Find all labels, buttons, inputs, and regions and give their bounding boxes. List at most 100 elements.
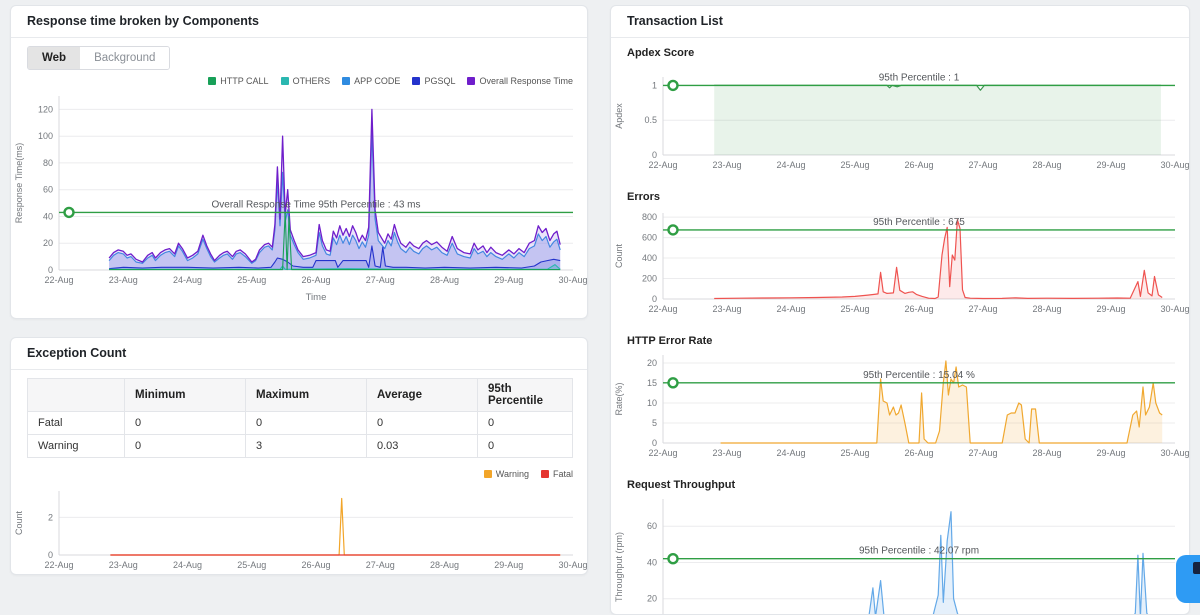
legend-item-others[interactable]: OTHERS	[280, 76, 331, 86]
legend-swatch	[342, 77, 351, 85]
legend-swatch	[412, 77, 421, 85]
chat-icon	[1193, 562, 1200, 574]
svg-text:28-Aug: 28-Aug	[1032, 160, 1061, 170]
svg-text:25-Aug: 25-Aug	[840, 448, 869, 458]
svg-text:10: 10	[647, 398, 657, 408]
floating-action-button[interactable]	[1176, 555, 1200, 603]
section-title-http-error-rate: HTTP Error Rate	[627, 335, 713, 347]
svg-text:24-Aug: 24-Aug	[173, 275, 202, 285]
response-time-chart: 0 20 40 60 80 100 120 22-Aug 23-Aug 24-Aug 25-Aug 2…	[11, 88, 587, 304]
svg-text:29-Aug: 29-Aug	[494, 275, 523, 285]
table-header-row: Minimum Maximum Average 95th Percentile	[27, 378, 573, 412]
svg-text:23-Aug: 23-Aug	[712, 160, 741, 170]
legend-item-pgsql[interactable]: PGSQL	[412, 76, 455, 86]
tab-web[interactable]: Web	[28, 47, 81, 69]
svg-text:40: 40	[43, 212, 53, 222]
panel-title-response: Response time broken by Components	[11, 6, 587, 38]
table-header-blank	[27, 378, 125, 412]
svg-text:100: 100	[38, 131, 53, 141]
svg-text:23-Aug: 23-Aug	[712, 304, 741, 314]
svg-text:23-Aug: 23-Aug	[109, 275, 138, 285]
svg-text:28-Aug: 28-Aug	[1032, 304, 1061, 314]
legend-item-fatal[interactable]: Fatal	[540, 469, 573, 479]
svg-text:20: 20	[647, 594, 657, 604]
svg-text:23-Aug: 23-Aug	[712, 448, 741, 458]
svg-text:27-Aug: 27-Aug	[968, 304, 997, 314]
legend-item-warning[interactable]: Warning	[483, 469, 529, 479]
row-label: Warning	[27, 434, 125, 458]
panel-title-transaction: Transaction List	[611, 6, 1189, 38]
svg-text:22-Aug: 22-Aug	[44, 560, 73, 570]
legend-swatch	[280, 77, 289, 85]
svg-text:20: 20	[647, 358, 657, 368]
svg-text:27-Aug: 27-Aug	[366, 560, 395, 570]
svg-text:2: 2	[48, 512, 53, 522]
legend-label: PGSQL	[424, 76, 456, 86]
svg-text:30-Aug: 30-Aug	[558, 275, 587, 285]
legend-swatch	[540, 470, 549, 478]
svg-text:24-Aug: 24-Aug	[173, 560, 202, 570]
svg-text:28-Aug: 28-Aug	[430, 275, 459, 285]
svg-text:0: 0	[652, 294, 657, 304]
svg-text:25-Aug: 25-Aug	[237, 560, 266, 570]
svg-text:Apdex: Apdex	[614, 103, 624, 129]
svg-text:1: 1	[652, 80, 657, 90]
svg-text:0: 0	[48, 265, 53, 275]
svg-text:26-Aug: 26-Aug	[301, 275, 330, 285]
table-header-maximum: Maximum	[245, 378, 367, 412]
svg-text:0.5: 0.5	[644, 115, 657, 125]
section-title-request-throughput: Request Throughput	[627, 479, 736, 491]
legend-swatch	[483, 470, 492, 478]
legend-swatch	[208, 77, 217, 85]
svg-text:0: 0	[652, 438, 657, 448]
svg-text:22-Aug: 22-Aug	[648, 160, 677, 170]
svg-text:120: 120	[38, 104, 53, 114]
svg-text:29-Aug: 29-Aug	[1096, 448, 1125, 458]
svg-text:24-Aug: 24-Aug	[776, 160, 805, 170]
legend-label: APP CODE	[354, 76, 401, 86]
legend-item-app-code[interactable]: APP CODE	[342, 76, 400, 86]
exception-chart-legend: Warning Fatal	[11, 463, 587, 481]
cell-value: 3	[245, 434, 367, 458]
panel-title-exception: Exception Count	[11, 338, 587, 370]
exception-count-panel: Exception Count Minimum Maximum Average …	[10, 337, 588, 575]
svg-text:Throughput (rpm): Throughput (rpm)	[614, 532, 624, 602]
legend-label: Overall Response Time	[479, 76, 573, 86]
table-row-fatal: Fatal 0 0 0 0	[27, 411, 573, 435]
legend-label: Warning	[495, 469, 529, 479]
svg-text:Time: Time	[306, 292, 327, 303]
svg-text:5: 5	[652, 418, 657, 428]
svg-text:30-Aug: 30-Aug	[1160, 448, 1189, 458]
svg-text:95th Percentile : 675: 95th Percentile : 675	[873, 217, 965, 228]
svg-text:Count: Count	[614, 244, 624, 269]
row-label: Fatal	[27, 411, 125, 435]
legend-label: OTHERS	[292, 76, 331, 86]
cell-value: 0.03	[366, 434, 478, 458]
legend-swatch	[467, 77, 476, 85]
legend-item-overall-response-time[interactable]: Overall Response Time	[467, 76, 573, 86]
svg-text:95th Percentile : 15.04 %: 95th Percentile : 15.04 %	[863, 370, 975, 381]
section-title-apdex-score: Apdex Score	[627, 47, 695, 59]
table-header-95th-percentile: 95th Percentile	[477, 378, 573, 412]
svg-text:600: 600	[642, 233, 657, 243]
svg-text:22-Aug: 22-Aug	[648, 448, 677, 458]
legend-item-http-call[interactable]: HTTP CALL	[208, 76, 269, 86]
svg-text:25-Aug: 25-Aug	[840, 304, 869, 314]
svg-text:29-Aug: 29-Aug	[1096, 304, 1125, 314]
transaction-list-panel: Transaction List Apdex Score 0 0.5 1 22-Aug…	[610, 5, 1190, 615]
svg-text:20: 20	[43, 238, 53, 248]
svg-text:60: 60	[647, 521, 657, 531]
svg-text:27-Aug: 27-Aug	[968, 448, 997, 458]
svg-text:27-Aug: 27-Aug	[366, 275, 395, 285]
table-header-minimum: Minimum	[124, 378, 246, 412]
tab-background[interactable]: Background	[80, 47, 170, 69]
table-header-average: Average	[366, 378, 478, 412]
svg-text:Response Time(ms): Response Time(ms)	[14, 143, 24, 224]
exception-table: Minimum Maximum Average 95th Percentile …	[27, 378, 573, 458]
svg-text:400: 400	[642, 253, 657, 263]
svg-text:95th Percentile : 42.07 rpm: 95th Percentile : 42.07 rpm	[859, 546, 979, 557]
svg-text:0: 0	[48, 550, 53, 560]
request-throughput-chart: 020406022-Aug23-Aug24-Aug25-Aug26-Aug27-…	[611, 491, 1189, 614]
svg-text:29-Aug: 29-Aug	[494, 560, 523, 570]
response-chart-legend: HTTP CALL OTHERS APP CODE PGSQL Overall …	[11, 70, 587, 88]
